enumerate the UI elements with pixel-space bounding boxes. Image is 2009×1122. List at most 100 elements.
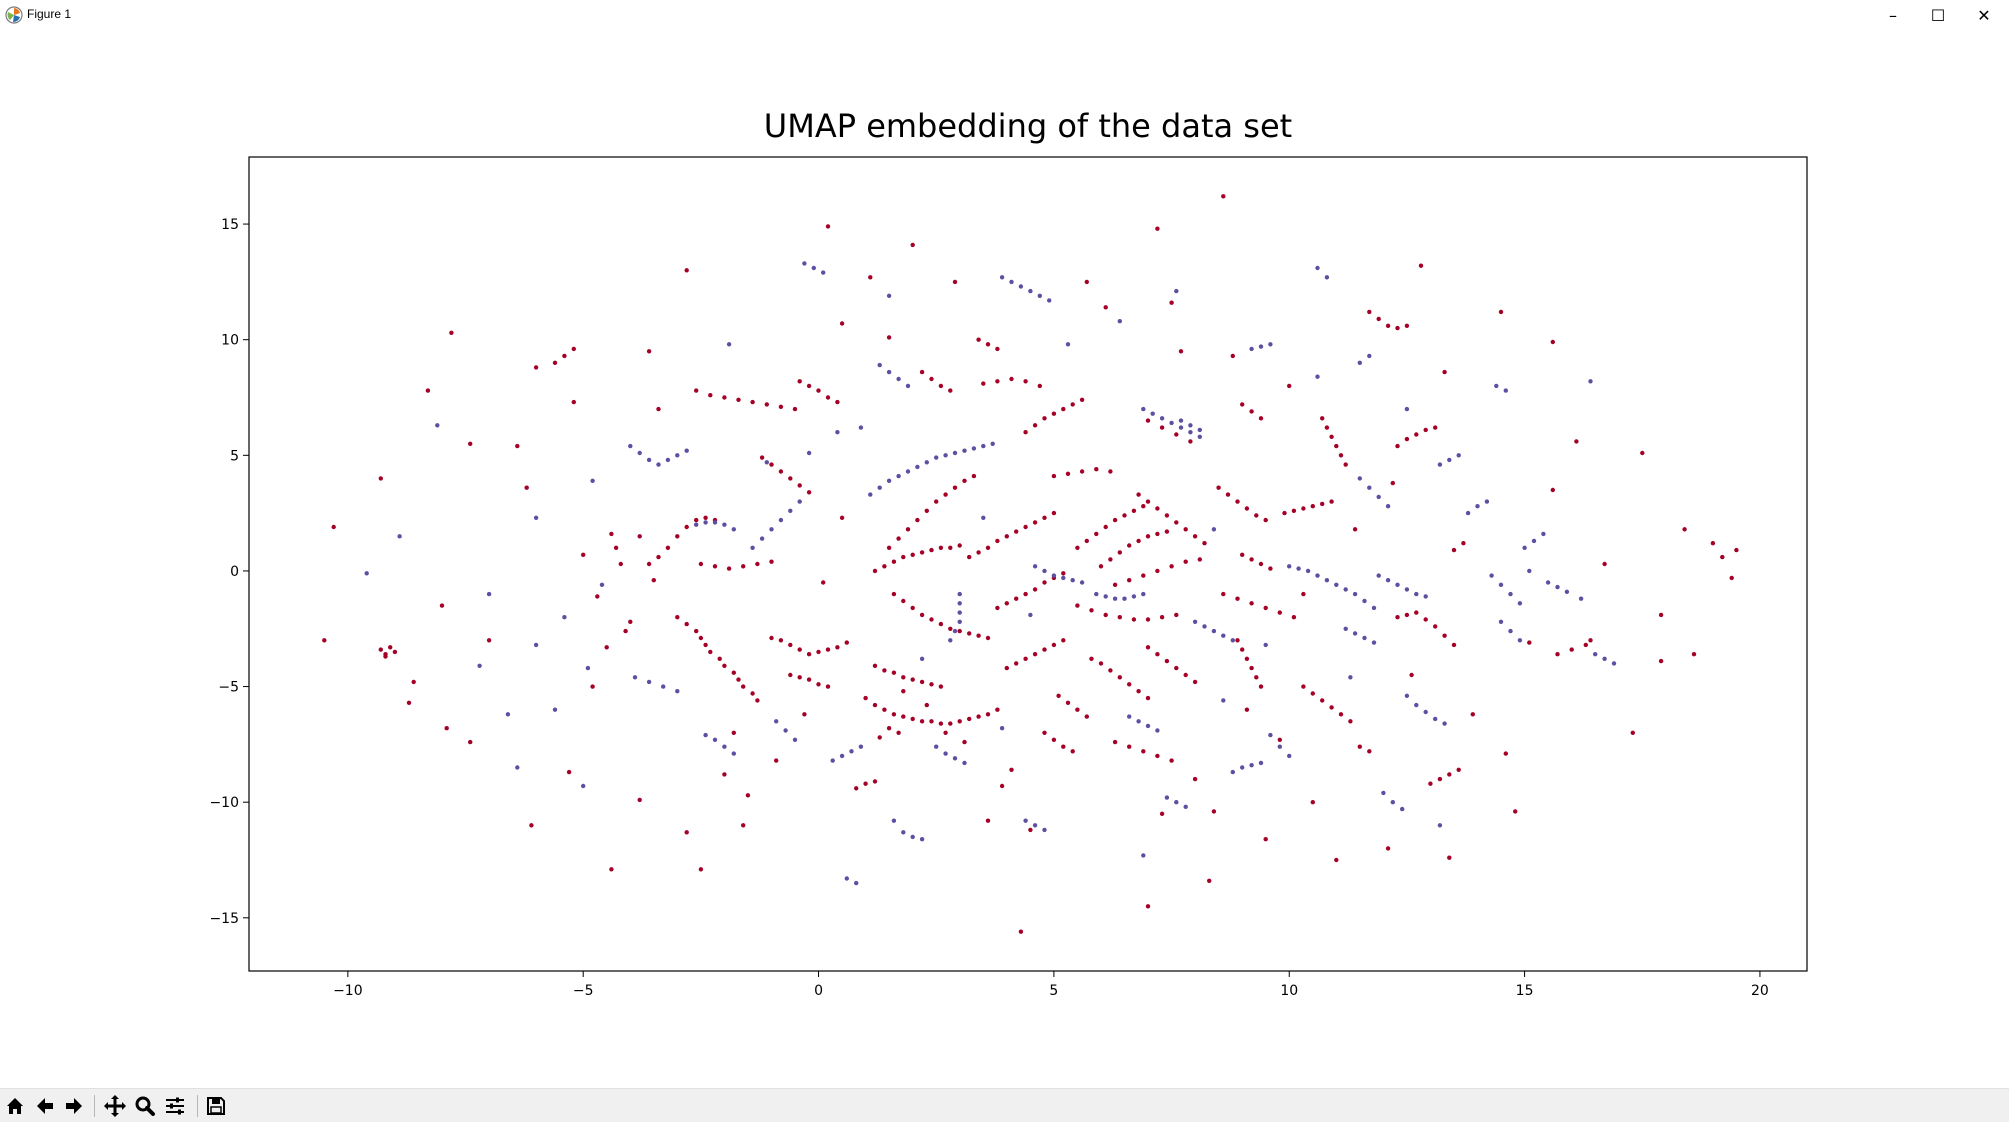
scatter-point [1061,744,1066,749]
configure-subplots-button[interactable] [161,1092,189,1120]
back-button[interactable] [31,1092,59,1120]
scatter-point [1061,571,1066,576]
scatter-point [872,568,878,574]
close-icon: ✕ [1977,5,1991,25]
home-button[interactable] [1,1092,29,1120]
scatter-point [981,443,986,449]
scatter-point [957,543,962,548]
scatter-point [1192,619,1198,624]
scatter-point [990,441,995,446]
scatter-point [1037,293,1043,298]
scatter-point [1550,339,1556,345]
scatter-point [934,455,939,460]
scatter-point [1042,647,1047,652]
scatter-point [976,633,981,638]
toolbar-separator [197,1095,198,1117]
x-tick-label: 20 [1751,983,1769,999]
scatter-point [1602,656,1607,661]
scatter-point [985,818,991,823]
scatter-point [924,508,929,513]
scatter-point [901,554,906,560]
navigation-toolbar [0,1088,2009,1122]
scatter-point [755,561,760,567]
scatter-point [1428,781,1433,786]
scatter-point [948,638,953,643]
scatter-point [783,728,788,733]
scatter-point [731,730,736,735]
scatter-point [1141,749,1146,754]
scatter-point [1315,374,1320,379]
scatter-point [1357,360,1363,365]
scatter-point [886,293,892,298]
save-button[interactable] [202,1092,230,1120]
forward-button[interactable] [60,1092,88,1120]
scatter-point [769,462,774,467]
scatter-point [934,744,939,749]
y-tick-label: 5 [230,448,239,464]
close-button[interactable]: ✕ [1962,0,2006,30]
scatter-point [1456,453,1461,458]
scatter-point [901,675,906,680]
scatter-point [1145,534,1151,539]
scatter-point [1112,596,1118,601]
scatter-point [1390,480,1396,486]
scatter-point [910,552,915,557]
scatter-point [948,626,953,631]
scatter-point [1433,425,1438,430]
scatter-point [590,478,595,483]
scatter-point [886,478,892,483]
scatter-point [924,702,929,708]
scatter-point [1296,566,1301,571]
scatter-point [741,823,746,828]
scatter-point [1400,806,1405,812]
scatter-point [1475,504,1480,509]
minimize-button[interactable]: – [1871,0,1915,30]
maximize-button[interactable]: ☐ [1916,0,1960,30]
scatter-point [722,772,727,777]
scatter-point [1423,594,1428,599]
scatter-point [1197,434,1203,439]
scatter-point [750,545,755,550]
scatter-point [1051,510,1057,516]
scatter-point [1611,661,1617,666]
scatter-point [1127,714,1132,719]
scatter-point [1489,573,1494,578]
scatter-point [1404,693,1410,698]
scatter-point [1028,288,1033,294]
scatter-point [1155,728,1160,733]
scatter-point [533,642,539,648]
y-axis: −15 −10 −5 0 5 10 15 [209,217,249,927]
scatter-point [637,450,642,456]
scatter-point [684,830,689,835]
zoom-button[interactable] [131,1092,159,1120]
scatter-point [938,621,944,627]
scatter-point [726,342,732,347]
scatter-point [675,534,680,539]
scatter-point [1517,638,1523,643]
scatter-point [1098,661,1104,666]
scatter-point [1089,656,1094,661]
scatter-point [1155,506,1160,511]
scatter-point [901,714,906,719]
scatter-point [1169,564,1174,569]
scatter-point [1141,504,1146,509]
scatter-point [1291,508,1297,513]
scatter-point [1051,473,1057,479]
figure-canvas[interactable]: UMAP embedding of the data set −10 −5 0 5 10… [0,30,2009,1088]
scatter-point [971,446,977,451]
scatter-point [825,684,831,689]
scatter-point [1555,584,1560,590]
scatter-point [816,388,821,393]
scatter-point [741,684,746,689]
scatter-point [661,684,666,689]
scatter-point [562,615,567,620]
pan-button[interactable] [101,1092,129,1120]
scatter-point [1235,638,1240,643]
scatter-point [1362,635,1367,641]
scatter-point [952,279,958,285]
scatter-point [1098,564,1104,569]
scatter-point [1404,406,1410,412]
scatter-point [1249,557,1254,562]
scatter-point [877,735,882,740]
scatter-point [703,515,708,520]
